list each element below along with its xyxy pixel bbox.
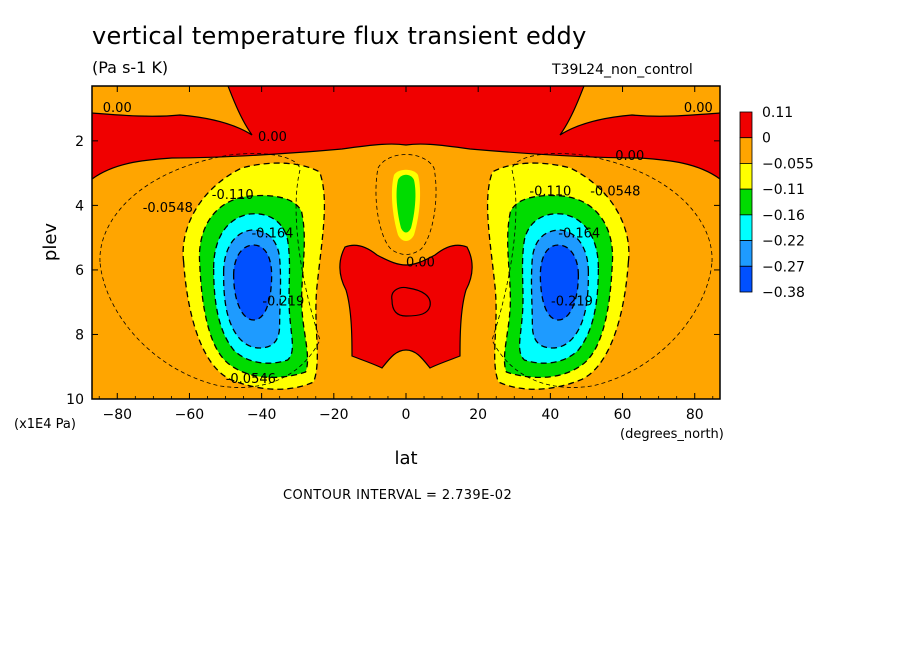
contour-label-4: 0.00 xyxy=(406,256,435,271)
contour-lines xyxy=(92,86,720,390)
contour-label-3: 0.00 xyxy=(615,149,644,164)
fill-green-eq xyxy=(396,174,416,233)
contour-label-2: 0.00 xyxy=(684,101,713,116)
contour-label-10: -0.110 xyxy=(529,185,571,200)
x-tick-label: 20 xyxy=(469,407,487,423)
contour-line-north-0 xyxy=(486,162,630,390)
contour-interval-note: CONTOUR INTERVAL = 2.739E-02 xyxy=(283,488,513,503)
contour-thin-eq xyxy=(375,154,437,255)
x-tick-label: −80 xyxy=(102,407,132,423)
colorbar: 0.11 0 −0.055 −0.11 −0.16 −0.22 −0.27 −0.38 xyxy=(739,105,814,301)
contour-label-12: -0.164 xyxy=(558,227,600,242)
fill-orange-notch-left xyxy=(92,86,252,135)
x-tick-label: 80 xyxy=(686,407,704,423)
axes: −80 −60 −40 −20 0 20 40 60 80 2 4 6 8 10 lat (degrees_n… xyxy=(14,86,724,469)
plot-area xyxy=(92,86,720,399)
x-tick-label: 60 xyxy=(614,407,632,423)
chart-units: (Pa s-1 K) xyxy=(92,58,169,77)
x-tick-label: −40 xyxy=(247,407,277,423)
contour-label-5: -0.0548 xyxy=(143,201,193,216)
contour-line-north-1 xyxy=(503,194,614,379)
y-axis-title: plev xyxy=(40,223,61,262)
contour-zero-core-inner xyxy=(391,286,431,317)
colorbar-label: −0.38 xyxy=(762,285,805,301)
y-tick-label: 4 xyxy=(75,198,84,214)
colorbar-label: −0.27 xyxy=(762,259,805,275)
contour-label-7: -0.164 xyxy=(251,227,293,242)
contour-thin-north xyxy=(491,153,713,388)
x-tick-label: 40 xyxy=(541,407,559,423)
colorbar-swatch xyxy=(739,111,753,139)
colorbar-swatch xyxy=(739,137,753,164)
colorbar-swatch xyxy=(739,265,753,293)
fill-blue-north xyxy=(540,245,579,320)
colorbar-swatch xyxy=(739,240,753,267)
contour-zero-core xyxy=(339,244,473,369)
chart-title: vertical temperature flux transient eddy xyxy=(92,22,587,50)
colorbar-swatch xyxy=(739,214,753,241)
contour-line-south-0 xyxy=(182,162,326,390)
x-tick-label: 0 xyxy=(402,407,411,423)
colorbar-label: −0.055 xyxy=(762,156,814,172)
contour-label-6: -0.110 xyxy=(212,188,254,203)
contour-line-north-3 xyxy=(530,229,590,349)
colorbar-label: −0.16 xyxy=(762,208,805,224)
x-axis-units: (degrees_north) xyxy=(620,427,724,442)
contour-label-13: -0.219 xyxy=(551,294,593,309)
fill-red-core xyxy=(339,245,473,368)
contour-zero-notch-left xyxy=(92,86,253,136)
y-tick-label: 2 xyxy=(75,134,84,150)
contour-thin-south xyxy=(99,153,321,388)
contour-zero-upper xyxy=(92,143,720,180)
contour-zero-notch-right xyxy=(559,86,720,136)
contour-line-north-4 xyxy=(539,244,580,321)
contour-line-north-2 xyxy=(518,213,600,364)
x-axis-title: lat xyxy=(394,448,417,469)
fill-orange-notch-right xyxy=(560,86,720,135)
x-tick-label: −20 xyxy=(319,407,349,423)
colorbar-label: −0.11 xyxy=(762,182,805,198)
dataset-name: T39L24_non_control xyxy=(552,62,693,78)
contour-line-south-3 xyxy=(222,229,282,349)
contour-label-11: -0.0548 xyxy=(590,185,640,200)
y-tick-label: 8 xyxy=(75,327,84,343)
contour-labels: 0.00 0.00 0.00 0.00 0.00 -0.0548 -0.110 -0.164 -… xyxy=(103,101,713,387)
fill-blue-south xyxy=(233,245,272,320)
contour-line-south-1 xyxy=(198,194,309,379)
colorbar-label: −0.22 xyxy=(762,234,805,250)
colorbar-label: 0.11 xyxy=(762,105,793,121)
x-tick-label: −60 xyxy=(175,407,205,423)
colorbar-swatch xyxy=(739,188,753,216)
y-axis-units: (x1E4 Pa) xyxy=(14,417,76,432)
y-tick-label: 10 xyxy=(66,392,84,408)
y-tick-label: 6 xyxy=(75,263,84,279)
contour-line-south-2 xyxy=(212,213,294,364)
contour-label-0: 0.00 xyxy=(103,101,132,116)
colorbar-swatch xyxy=(739,163,753,190)
contour-label-9: -0.0546 xyxy=(226,372,276,387)
fill-red-upper xyxy=(92,86,720,179)
contour-label-8: -0.219 xyxy=(262,294,304,309)
colorbar-label: 0 xyxy=(762,131,771,147)
contour-line-south-4 xyxy=(232,244,273,321)
contour-label-1: 0.00 xyxy=(258,130,287,145)
